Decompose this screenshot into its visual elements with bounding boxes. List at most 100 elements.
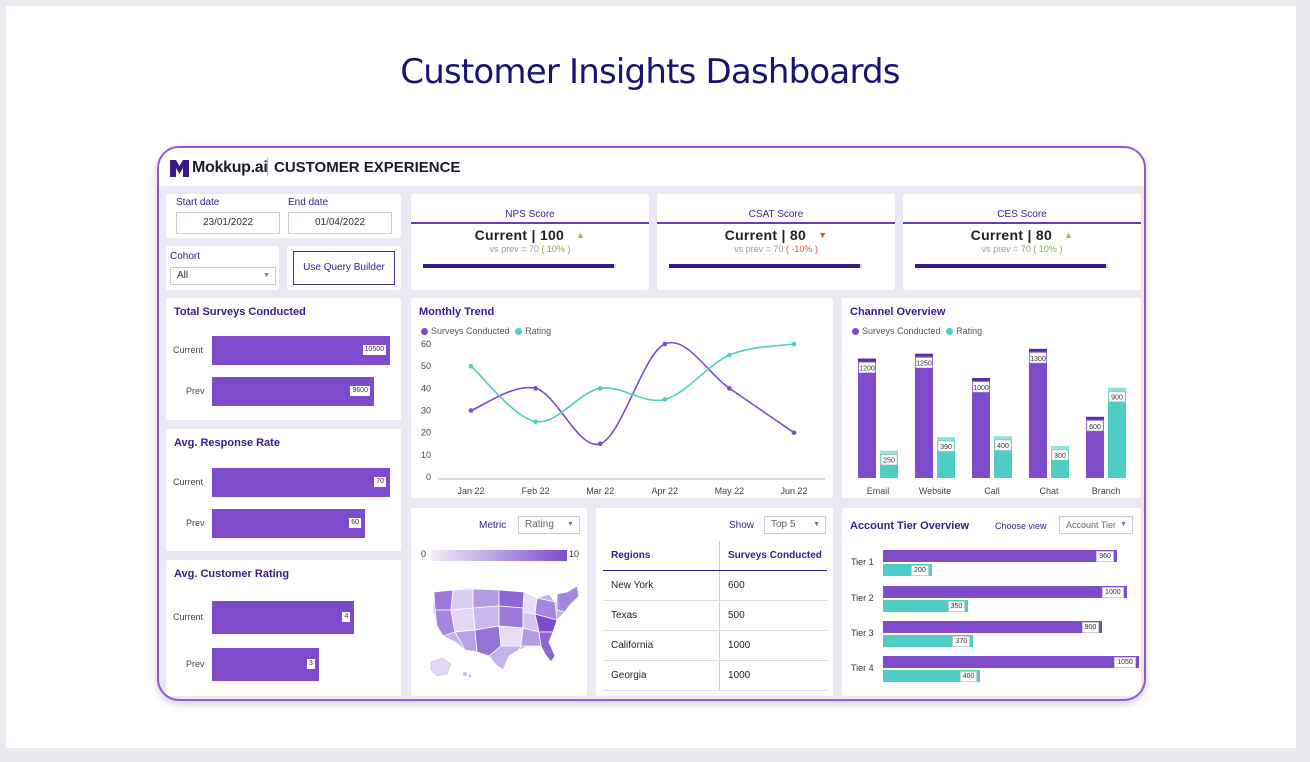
- value-label: 900: [1111, 395, 1123, 402]
- value-label-bg: [994, 439, 1012, 451]
- start-date-input[interactable]: 23/01/2022: [176, 212, 280, 234]
- page-title: Customer Insights Dashboards: [400, 52, 900, 92]
- regions-card: Show Top 5 ▼ Regions Surveys Conducted N…: [596, 508, 833, 696]
- response-rate-card: Avg. Response Rate Current 70 Prev 60: [166, 429, 401, 551]
- kpi-current: Current | 80 ▼: [724, 227, 828, 243]
- customer-rating-card: Avg. Customer Rating Current 4 Prev 3: [166, 560, 401, 696]
- data-point: [791, 341, 797, 347]
- bar-current: 70: [212, 468, 390, 497]
- legend-dot-teal: [946, 327, 954, 335]
- kpi-current: Current | 80 ▲: [970, 227, 1074, 243]
- bar-value: 70: [374, 477, 386, 487]
- date-filter-card: Start date 23/01/2022 End date 01/04/202…: [166, 194, 401, 238]
- column-header: Surveys Conducted: [719, 541, 827, 571]
- start-date-label: Start date: [176, 197, 220, 208]
- bar-value: 60: [349, 518, 362, 528]
- view-value: Account Tier: [1066, 520, 1117, 530]
- metric-label: Metric: [479, 520, 507, 531]
- tier-label: Tier 3: [851, 628, 874, 638]
- data-point: [662, 397, 668, 402]
- data-point: [468, 408, 474, 413]
- bar-label: Current: [173, 612, 204, 622]
- x-tick-label: Jan 22: [457, 486, 484, 496]
- tier-label: Tier 2: [851, 593, 874, 603]
- kpi-card-csat: CSAT Score Current | 80 ▼ vs prev = 70 ( …: [657, 194, 895, 290]
- chart-legend: Surveys Conducted Rating: [852, 326, 982, 336]
- kpi-delta: ( 10% ): [541, 244, 571, 254]
- value-label-bg: [858, 362, 876, 373]
- regions-table: Regions Surveys Conducted New York 600 T…: [603, 541, 827, 691]
- card-title: Total Surveys Conducted: [174, 306, 306, 318]
- kpi-delta: ( 10% ): [1033, 244, 1063, 254]
- x-tick-label: Call: [984, 486, 1000, 496]
- query-builder-button[interactable]: Use Query Builder: [293, 251, 395, 285]
- account-tier-chart: Tier 1 960 200 Tier 2 1000 350 Tier 3 900 370 Tie…: [842, 508, 1141, 696]
- tier-bar-value: 400: [959, 671, 978, 682]
- brand-name: Mokkup.ai: [192, 159, 268, 176]
- tier-bar: 370: [883, 635, 974, 647]
- x-tick-label: Apr 22: [652, 486, 679, 496]
- value-label: 1250: [916, 361, 932, 368]
- tier-bar: 400: [883, 670, 981, 682]
- bar-cap: [858, 358, 876, 362]
- kpi-prev: vs prev = 70 ( 10% ): [489, 244, 571, 254]
- cohort-select[interactable]: All ▼: [170, 267, 276, 285]
- us-map: [430, 585, 580, 678]
- tier-bar-value: 350: [947, 601, 966, 612]
- kpi-divider: [657, 222, 895, 224]
- bar-cap: [1051, 445, 1069, 449]
- dashboard-frame: Mokkup.ai CUSTOMER EXPERIENCE Start date…: [157, 146, 1146, 701]
- tier-bar-value: 1050: [1114, 657, 1136, 668]
- kpi-title: CSAT Score: [748, 209, 804, 220]
- kpi-title: NPS Score: [505, 209, 555, 220]
- kpi-progress-fill: [669, 264, 861, 268]
- tier-bar-value: 370: [952, 636, 971, 647]
- value-label-bg: [1108, 391, 1126, 402]
- section-title: CUSTOMER EXPERIENCE: [274, 159, 461, 176]
- triangle-up-icon: ▲: [576, 230, 586, 240]
- tier-label: Tier 1: [851, 557, 874, 567]
- end-date-input[interactable]: 01/04/2022: [288, 212, 392, 234]
- tier-bar: 350: [883, 600, 969, 612]
- legend-dot-teal: [515, 327, 523, 335]
- legend-item: Surveys Conducted: [862, 326, 941, 336]
- chevron-down-icon: ▼: [263, 272, 270, 279]
- kpi-progress-fill: [423, 264, 615, 268]
- y-tick-label: 30: [421, 406, 431, 416]
- show-select[interactable]: Top 5 ▼: [764, 516, 826, 534]
- value-label: 390: [940, 444, 952, 451]
- x-tick-label: Mar 22: [586, 486, 614, 496]
- channel-overview-chart: 1200 250 Email 1250 390 Website 1000 400 Call 130…: [858, 348, 1126, 496]
- channel-bar: [1029, 351, 1047, 478]
- view-select[interactable]: Account Tier ▼: [1059, 516, 1133, 534]
- value-label-bg: [1051, 449, 1069, 461]
- header-bar: Mokkup.ai CUSTOMER EXPERIENCE: [159, 148, 1144, 186]
- value-label-bg: [915, 357, 933, 369]
- y-tick-label: 20: [421, 428, 431, 438]
- column-header: Regions: [603, 541, 720, 571]
- value-label-bg: [1029, 352, 1047, 364]
- channel-bar: [972, 380, 990, 478]
- card-title: Avg. Customer Rating: [174, 568, 290, 580]
- tier-bar: 960: [883, 550, 1117, 562]
- data-point: [468, 363, 474, 369]
- bar-prev: 60: [212, 509, 366, 538]
- value-cell: 1000: [719, 660, 827, 691]
- mokkup-logo-icon: [170, 160, 189, 177]
- region-cell: Texas: [603, 600, 720, 631]
- cohort-card: Cohort All ▼: [166, 246, 279, 290]
- channel-bar: [915, 356, 933, 478]
- bar-value: 4: [342, 612, 351, 622]
- table-row: California 1000: [603, 630, 827, 661]
- y-tick-label: 50: [421, 361, 431, 371]
- legend-dot-purple: [421, 327, 428, 335]
- metric-select[interactable]: Rating ▼: [518, 516, 580, 534]
- card-title: Account Tier Overview: [850, 520, 970, 532]
- card-title: Monthly Trend: [419, 306, 495, 318]
- cohort-value: All: [177, 270, 189, 281]
- chevron-down-icon: ▼: [1120, 521, 1127, 528]
- bar-current: 10500: [212, 336, 390, 365]
- y-tick-label: 10: [421, 450, 431, 460]
- kpi-progress-fill: [915, 264, 1107, 268]
- value-label: 400: [997, 443, 1009, 450]
